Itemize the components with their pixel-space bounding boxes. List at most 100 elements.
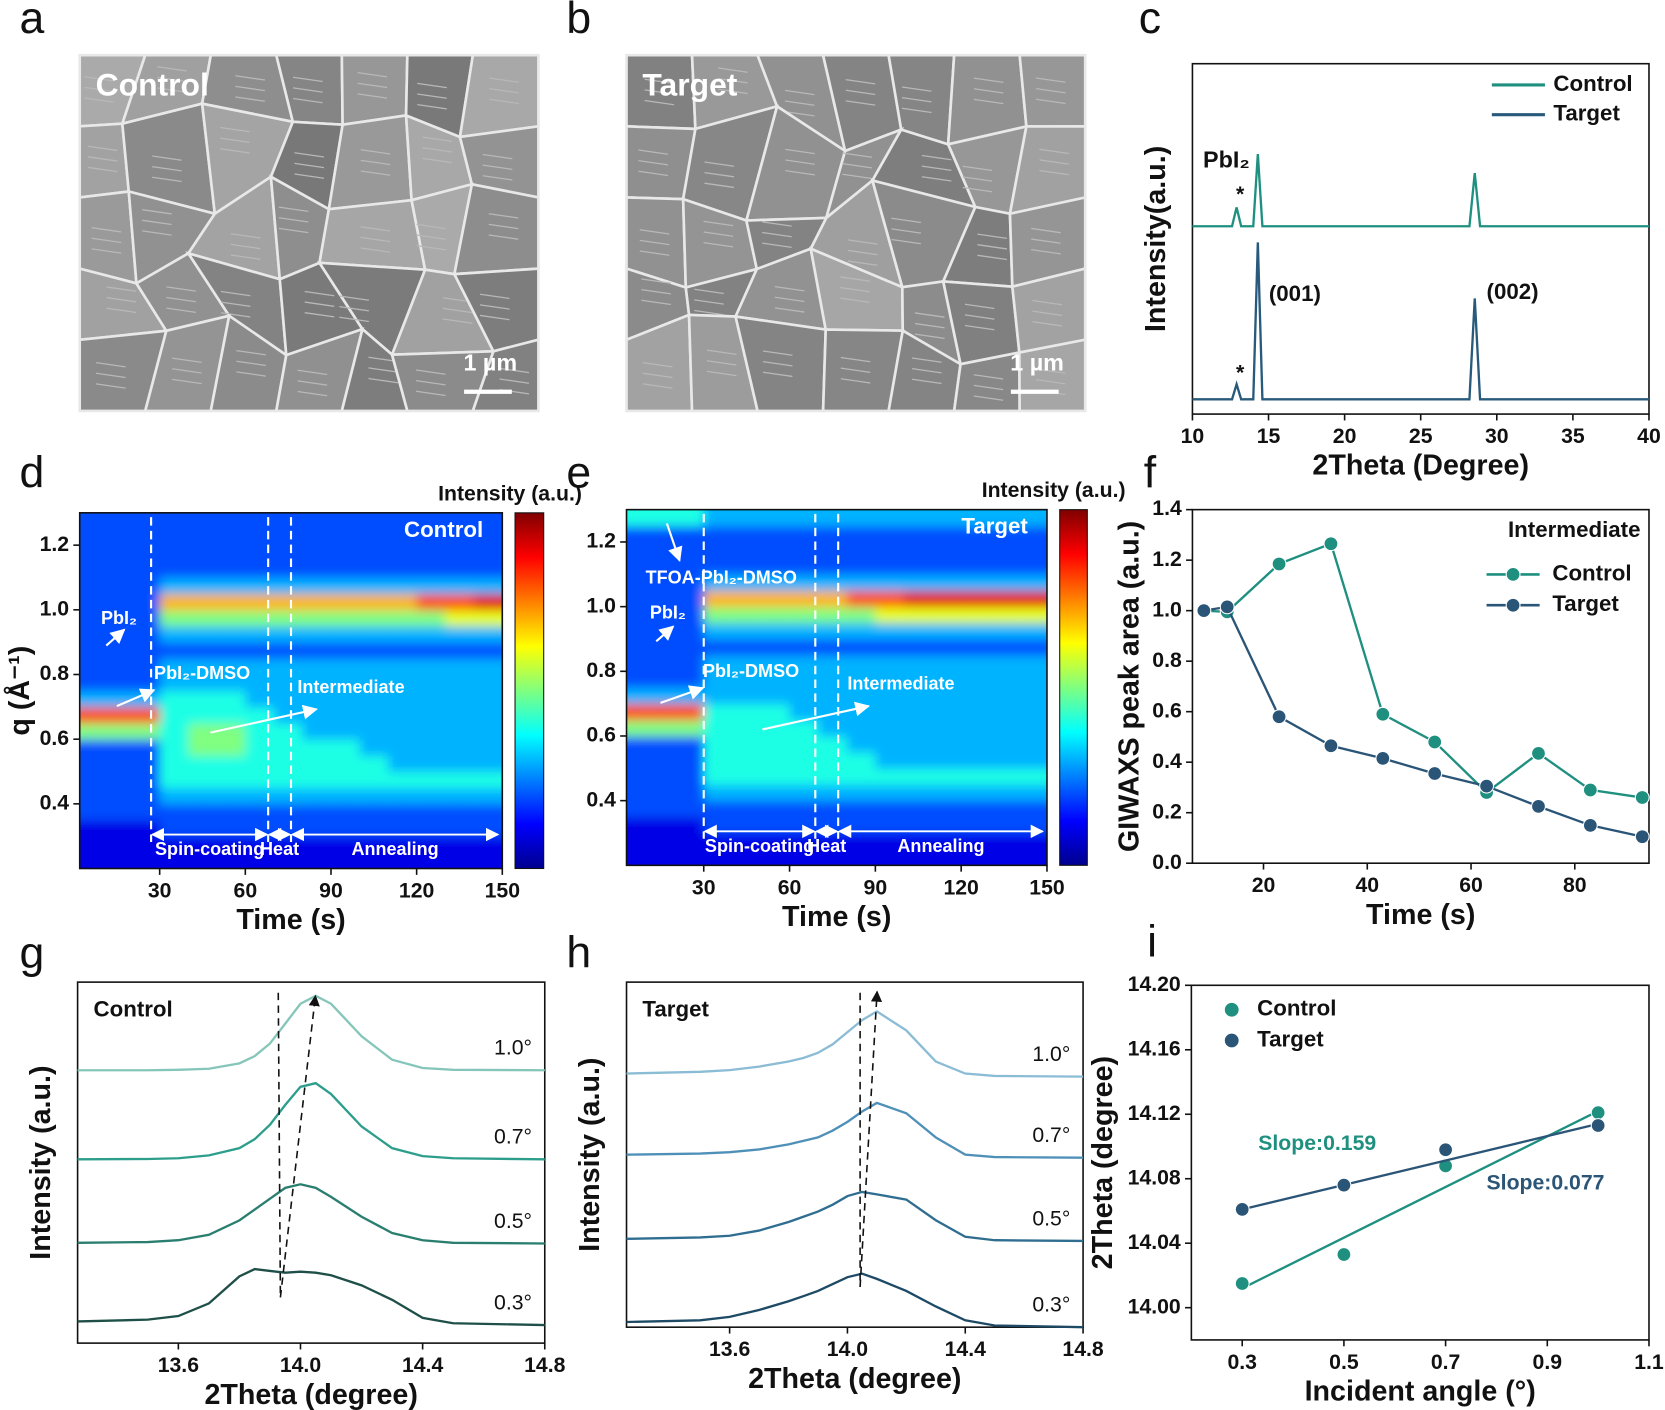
heatmap-cell bbox=[473, 658, 503, 676]
colorbar bbox=[1059, 509, 1088, 866]
heatmap-cell bbox=[473, 706, 503, 724]
y-tick-label: 14.00 bbox=[1128, 1295, 1181, 1318]
heatmap-cell bbox=[159, 625, 189, 643]
heatmap-cell bbox=[102, 577, 132, 595]
heatmap-cell bbox=[846, 719, 876, 737]
heatmap-cell bbox=[703, 655, 733, 672]
annotation: * bbox=[1236, 361, 1245, 384]
heatmap-cell bbox=[273, 545, 303, 562]
grain-terrace bbox=[422, 157, 453, 164]
heatmap-cell bbox=[789, 703, 819, 721]
heatmap-cell bbox=[273, 755, 303, 773]
heatmap-cell bbox=[302, 625, 332, 643]
heatmap-cell bbox=[903, 800, 934, 818]
heatmap-cell bbox=[732, 784, 762, 802]
heatmap-cell bbox=[646, 655, 676, 672]
grain-terrace bbox=[921, 154, 952, 161]
heatmap-cell bbox=[932, 655, 962, 672]
heatmap-cell bbox=[388, 787, 418, 805]
y-tick-label: 1.2 bbox=[40, 533, 70, 556]
grain-terrace bbox=[339, 295, 369, 301]
heatmap-cell bbox=[760, 735, 791, 753]
heatmap-cell bbox=[245, 739, 275, 756]
grain-terrace bbox=[641, 289, 671, 295]
heatmap-cell bbox=[989, 703, 1019, 721]
heatmap-cell bbox=[188, 577, 218, 595]
heatmap-cell bbox=[789, 687, 819, 705]
heatmap-cell bbox=[473, 723, 503, 740]
heatmap-cell bbox=[989, 752, 1019, 769]
panel-letter: i bbox=[1147, 918, 1157, 967]
heatmap-cell bbox=[789, 784, 819, 802]
heatmap-cell bbox=[416, 658, 446, 676]
heatmap-cell bbox=[273, 528, 303, 546]
heatmap-cell bbox=[846, 558, 876, 575]
grain-terrace bbox=[704, 182, 735, 189]
y-axis-label: q (Å⁻¹) bbox=[3, 646, 36, 736]
series-label: 0.3° bbox=[1032, 1294, 1070, 1317]
grain-terrace bbox=[106, 286, 137, 292]
phase-label: Spin-coating bbox=[705, 836, 814, 856]
heatmap-cell bbox=[245, 545, 275, 562]
heatmap-cell bbox=[330, 787, 361, 805]
heatmap-cell bbox=[903, 671, 934, 689]
heatmap-cell bbox=[388, 755, 418, 773]
heatmap-cell bbox=[789, 638, 819, 656]
grain-terrace bbox=[762, 350, 793, 356]
grain-terrace bbox=[914, 322, 945, 329]
heatmap-cell bbox=[675, 816, 705, 834]
annotation: Intermediate bbox=[847, 674, 954, 694]
heatmap-cell bbox=[188, 545, 218, 562]
heatmap-cell bbox=[359, 706, 389, 724]
heatmap-cell bbox=[932, 849, 962, 866]
heatmap-cell bbox=[102, 787, 132, 805]
heatmap-cell bbox=[330, 577, 361, 595]
series-label: 0.5° bbox=[494, 1210, 532, 1233]
grain-terrace bbox=[357, 71, 388, 78]
heatmap-cell bbox=[903, 768, 934, 786]
series-label: 0.3° bbox=[494, 1291, 532, 1314]
grain-terrace bbox=[294, 152, 325, 158]
y-tick-label: 0.2 bbox=[1152, 800, 1182, 823]
heatmap-cell bbox=[273, 723, 303, 740]
x-axis-label: Time (s) bbox=[236, 904, 345, 936]
data-point bbox=[1634, 829, 1650, 845]
heatmap-cell bbox=[875, 687, 905, 705]
heatmap-cell bbox=[359, 787, 389, 805]
y-tick-label: 14.16 bbox=[1128, 1037, 1181, 1060]
series-line bbox=[626, 1101, 1084, 1159]
grain bbox=[78, 122, 131, 199]
heatmap-cell bbox=[359, 739, 389, 756]
heatmap-cell bbox=[675, 768, 705, 786]
heatmap-cell bbox=[732, 800, 762, 818]
annotation: * bbox=[1236, 183, 1245, 206]
heatmap-cell bbox=[626, 525, 648, 543]
heatmap-cell bbox=[846, 638, 876, 656]
heatmap-cell bbox=[646, 784, 676, 802]
heatmap-cell bbox=[646, 541, 676, 559]
heatmap-cell bbox=[932, 606, 962, 624]
heatmap-cell bbox=[388, 852, 418, 869]
grain-terrace bbox=[962, 165, 993, 172]
heatmap-cell bbox=[159, 755, 189, 773]
heatmap-cell bbox=[188, 787, 218, 805]
heatmap-cell bbox=[961, 849, 991, 866]
grain-terrace bbox=[1031, 227, 1061, 234]
heatmap-cell bbox=[245, 852, 275, 869]
heatmap-cell bbox=[732, 735, 762, 753]
grain-terrace bbox=[1039, 148, 1069, 155]
heatmap-cell bbox=[388, 609, 418, 627]
heatmap-cell bbox=[131, 642, 161, 659]
heatmap-cell bbox=[675, 525, 705, 543]
heatmap-cell bbox=[159, 642, 189, 659]
heatmap-cell bbox=[703, 735, 733, 753]
heatmap-cell bbox=[102, 771, 132, 789]
plot-frame bbox=[625, 508, 1048, 867]
heatmap-cell bbox=[903, 574, 934, 592]
grain-terrace bbox=[417, 82, 447, 89]
heatmap-cell bbox=[79, 690, 104, 708]
heatmap-cell bbox=[789, 606, 819, 624]
heatmap-cell bbox=[159, 593, 189, 611]
heatmap-cell bbox=[989, 541, 1019, 559]
grain-terrace bbox=[785, 159, 815, 165]
